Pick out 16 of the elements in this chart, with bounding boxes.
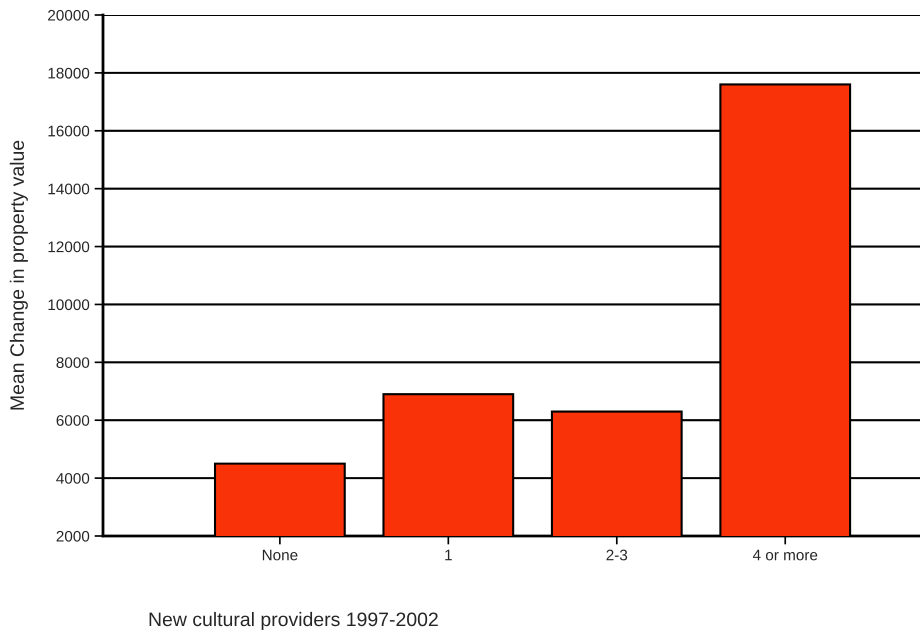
y-tick-label: 14000 xyxy=(48,184,90,194)
x-tick-label: 1 xyxy=(445,550,452,560)
y-axis-title: Mean Change in property value xyxy=(10,140,28,410)
x-tick-label: 4 or more xyxy=(752,550,818,560)
y-tick-label: 20000 xyxy=(48,10,90,21)
y-tick-label: 16000 xyxy=(48,126,90,136)
y-tick-label: 6000 xyxy=(56,415,90,426)
x-tick-label: None xyxy=(262,550,298,560)
y-tick-label: 8000 xyxy=(56,357,90,368)
y-tick-label: 4000 xyxy=(56,472,90,484)
x-tick-label: 2-3 xyxy=(606,550,628,560)
y-tick-label: 18000 xyxy=(48,68,90,79)
x-axis-title: New cultural providers 1997-2002 xyxy=(150,612,438,630)
y-tick-label: 2000 xyxy=(56,530,90,542)
y-tick-label: 12000 xyxy=(48,241,90,252)
y-tick-label: 10000 xyxy=(48,299,90,310)
